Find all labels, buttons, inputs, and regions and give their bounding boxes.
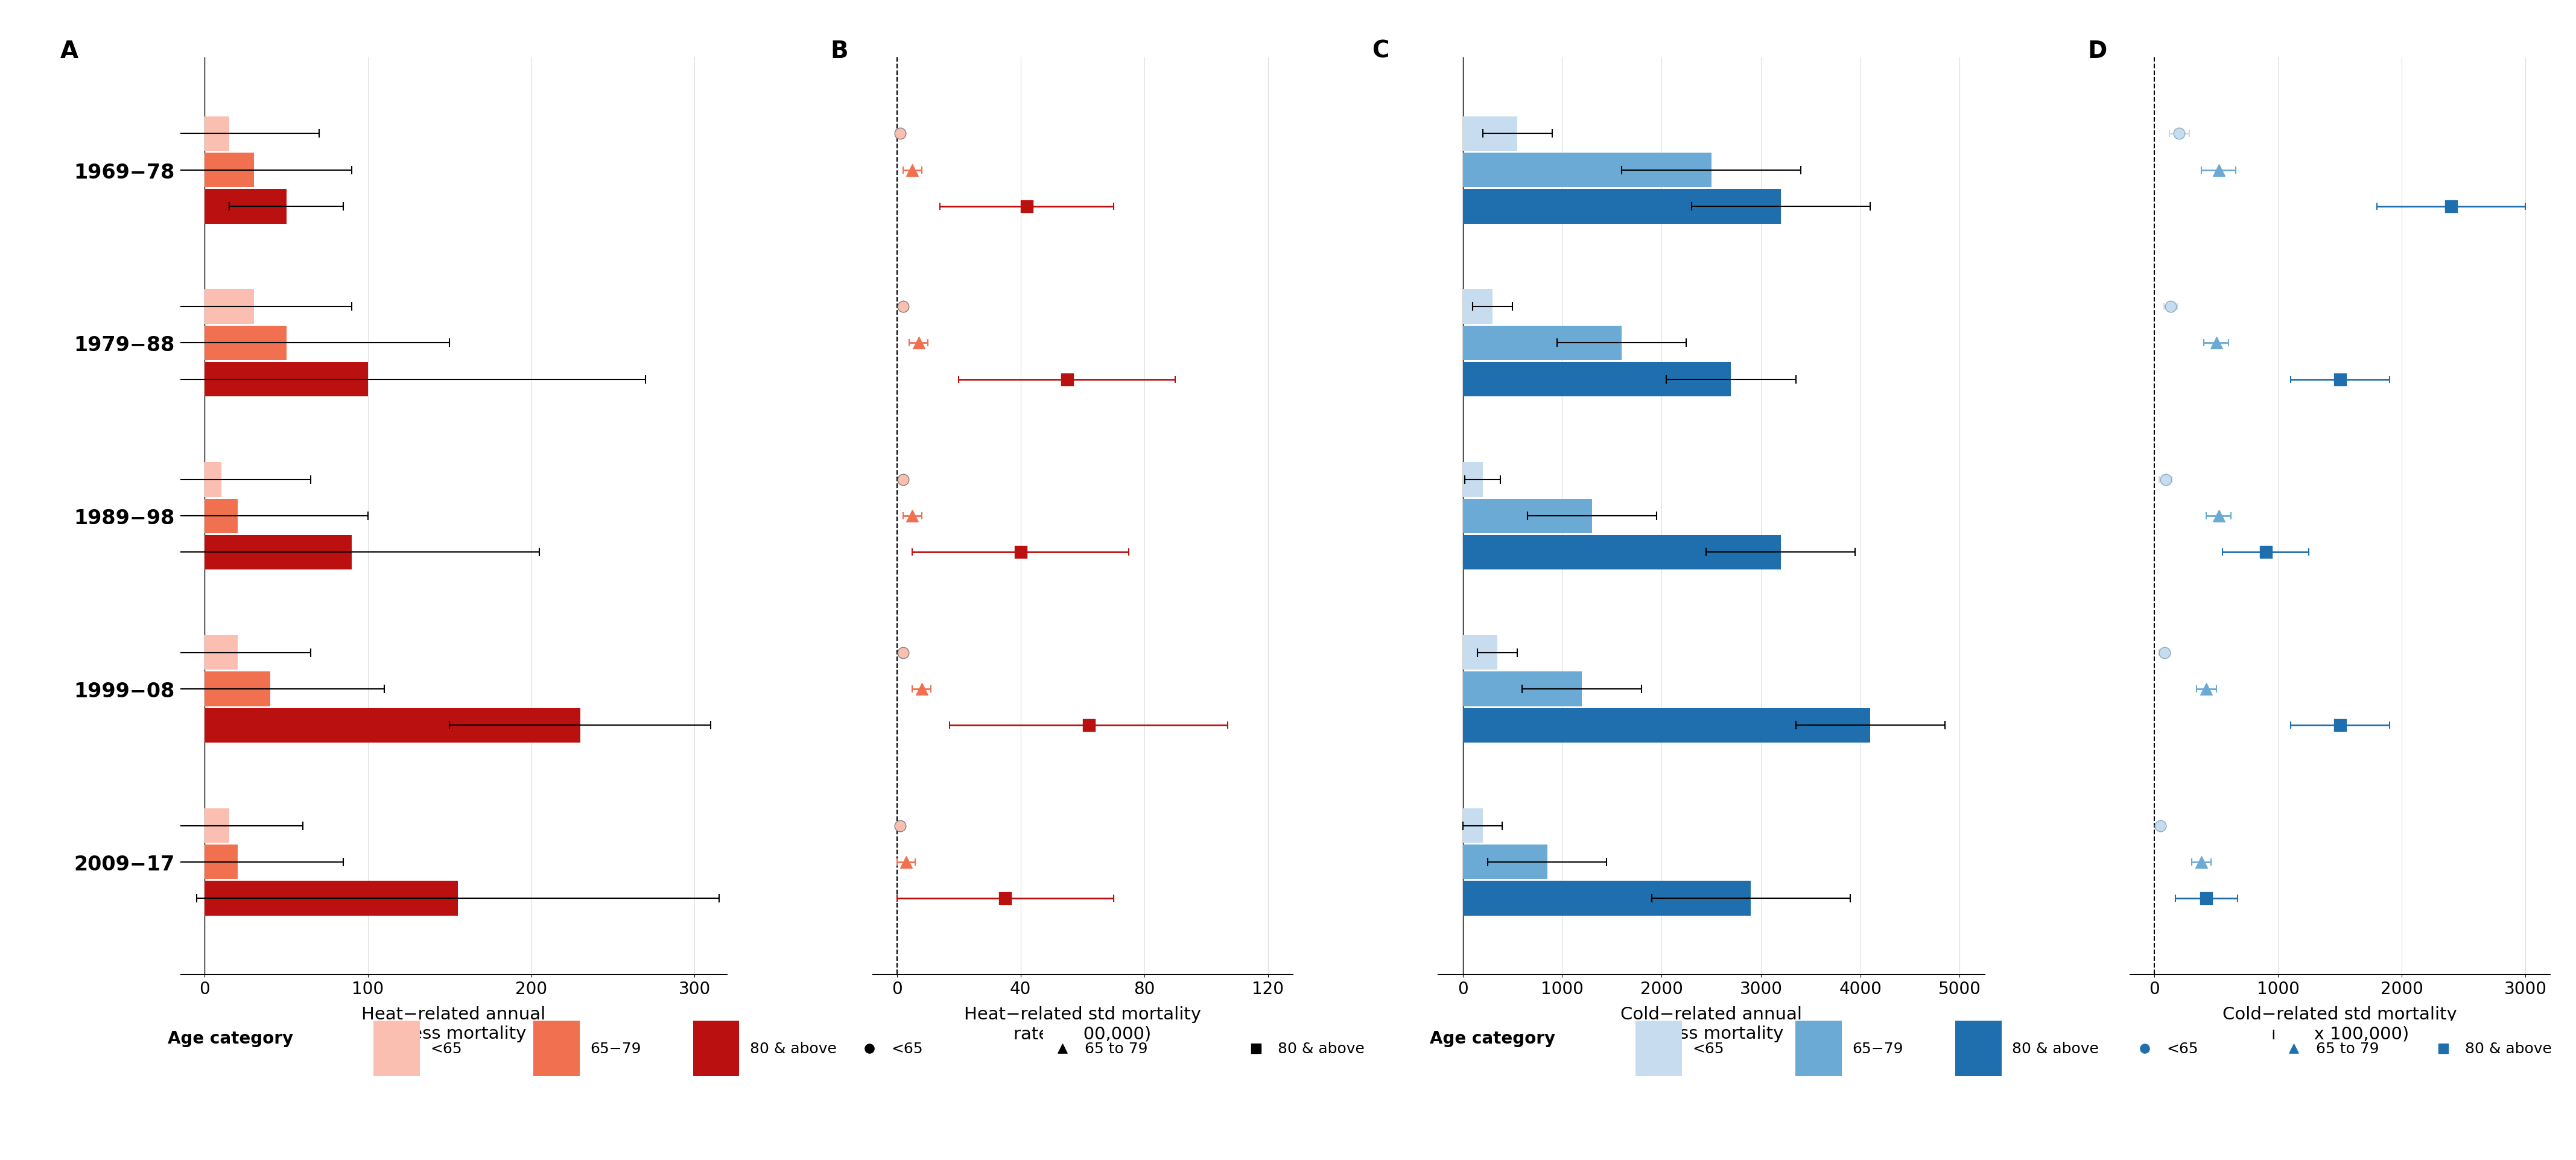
Bar — [1463, 153, 1710, 188]
Text: A: A — [59, 39, 77, 63]
Point — [2197, 507, 2239, 525]
Bar — [206, 672, 270, 706]
Text: Age category: Age category — [167, 1030, 294, 1046]
Text: <65: <65 — [2166, 1042, 2197, 1056]
Text: <65: <65 — [891, 1042, 922, 1056]
Point — [2187, 680, 2228, 698]
Point — [984, 889, 1025, 907]
Text: 80 & above: 80 & above — [1278, 1042, 1365, 1056]
Bar — [206, 153, 255, 188]
Point — [884, 644, 925, 662]
Point — [2182, 853, 2223, 871]
Bar — [206, 708, 580, 742]
Bar — [1463, 117, 1517, 151]
Text: D: D — [2087, 39, 2107, 63]
Bar — [206, 290, 255, 325]
Point — [2272, 1039, 2313, 1058]
Point — [1007, 197, 1048, 216]
Bar — [1463, 672, 1582, 706]
Text: 65−79: 65−79 — [590, 1042, 641, 1056]
Text: 65 to 79: 65 to 79 — [2316, 1042, 2378, 1056]
Bar — [1463, 636, 1497, 670]
Bar — [206, 809, 229, 843]
Point — [2187, 889, 2228, 907]
Bar — [1463, 499, 1592, 534]
Bar — [1463, 882, 1752, 915]
Point — [2143, 644, 2184, 662]
Point — [999, 543, 1041, 561]
Bar — [206, 499, 237, 534]
Bar — [1463, 809, 1484, 843]
Text: 80 & above: 80 & above — [2465, 1042, 2553, 1056]
Point — [2318, 370, 2360, 389]
Bar — [1463, 362, 1731, 397]
Point — [891, 507, 933, 525]
Point — [2318, 716, 2360, 734]
X-axis label: Heat−related std mortality
rate(x 100,000): Heat−related std mortality rate(x 100,00… — [963, 1006, 1200, 1042]
Point — [891, 161, 933, 180]
Bar — [1463, 290, 1492, 325]
Point — [2421, 1039, 2463, 1058]
Bar — [1463, 535, 1780, 570]
Point — [2195, 334, 2236, 353]
Point — [1041, 1039, 1082, 1058]
Text: 80 & above: 80 & above — [750, 1042, 837, 1056]
Point — [1069, 716, 1110, 734]
Text: 65−79: 65−79 — [1852, 1042, 1904, 1056]
Point — [850, 1039, 891, 1058]
Point — [884, 298, 925, 317]
Point — [886, 853, 927, 871]
Text: 80 & above: 80 & above — [2012, 1042, 2099, 1056]
Bar — [1463, 463, 1484, 498]
Bar — [206, 117, 229, 151]
Point — [2141, 817, 2182, 835]
Point — [2151, 298, 2192, 317]
Bar — [1463, 708, 1870, 742]
Point — [2159, 125, 2200, 144]
Bar — [206, 362, 368, 397]
Point — [1236, 1039, 1278, 1058]
Text: <65: <65 — [430, 1042, 461, 1056]
Bar — [206, 189, 286, 224]
Point — [902, 680, 943, 698]
Bar — [206, 463, 222, 498]
Bar — [206, 535, 353, 570]
Text: B: B — [829, 39, 848, 63]
Text: <65: <65 — [1692, 1042, 1723, 1056]
Bar — [1463, 189, 1780, 224]
Bar — [206, 636, 237, 670]
Text: 65 to 79: 65 to 79 — [1084, 1042, 1146, 1056]
Point — [1046, 370, 1087, 389]
Point — [2146, 471, 2187, 490]
Bar — [206, 882, 459, 915]
Bar — [206, 844, 237, 879]
Point — [884, 471, 925, 490]
Point — [2197, 161, 2239, 180]
X-axis label: Cold−related annual
excess mortality: Cold−related annual excess mortality — [1620, 1006, 1803, 1042]
X-axis label: Heat−related annual
excess mortality: Heat−related annual excess mortality — [361, 1006, 546, 1042]
Text: C: C — [1373, 39, 1388, 63]
Point — [2246, 543, 2287, 561]
Point — [878, 817, 920, 835]
Point — [2123, 1039, 2164, 1058]
Bar — [1463, 326, 1623, 361]
Point — [878, 125, 920, 144]
Point — [2432, 197, 2473, 216]
X-axis label: Cold−related std mortality
rate(x 100,000): Cold−related std mortality rate(x 100,00… — [2223, 1006, 2458, 1042]
Bar — [206, 326, 286, 361]
Point — [899, 334, 940, 353]
Bar — [1463, 844, 1548, 879]
Text: Age category: Age category — [1430, 1030, 1556, 1046]
